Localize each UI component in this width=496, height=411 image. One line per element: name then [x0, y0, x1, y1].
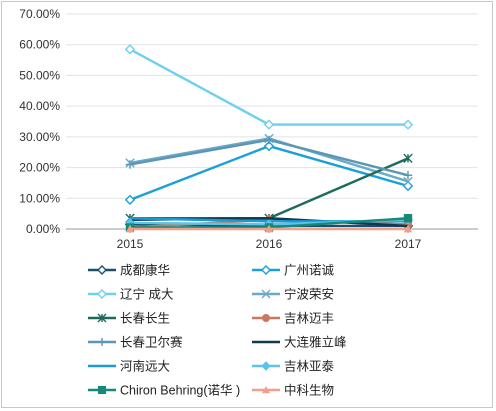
data-point — [262, 314, 270, 322]
series-6 — [125, 135, 413, 180]
legend-item: 宁波荣安 — [252, 287, 334, 302]
x-tick-label: 2015 — [117, 237, 144, 251]
data-point — [261, 289, 271, 299]
legend-item: 辽宁 成大 — [88, 287, 173, 302]
y-tick-label: 10.00% — [19, 191, 60, 205]
series-2 — [124, 44, 414, 130]
legend-item: 吉林亚泰 — [252, 360, 335, 374]
legend-label: 吉林迈丰 — [284, 312, 334, 326]
data-point — [402, 119, 414, 130]
data-point — [97, 265, 107, 275]
legend-item: 中科生物 — [252, 383, 334, 398]
data-point — [261, 265, 271, 275]
x-tick-label: 2017 — [395, 237, 422, 251]
data-point — [98, 386, 106, 394]
data-point — [261, 361, 271, 371]
legend-label: 河南远大 — [120, 359, 170, 374]
series-line — [129, 144, 409, 201]
data-point — [264, 135, 274, 145]
legend-item: 长春长生 — [88, 312, 170, 326]
series-11 — [125, 224, 413, 233]
data-point — [403, 171, 413, 180]
data-point — [403, 214, 413, 223]
data-point — [124, 194, 136, 206]
legend-item: 河南远大 — [88, 359, 170, 374]
legend-label: 辽宁 成大 — [120, 287, 173, 302]
series-line — [129, 48, 408, 126]
legend-item: 吉林迈丰 — [252, 312, 334, 326]
legend-item: 长春卫尔赛 — [88, 335, 183, 350]
data-point — [124, 44, 136, 55]
legend-item: Chiron Behring(诺华 ) — [88, 383, 240, 398]
legend-label: 长春长生 — [120, 312, 170, 326]
y-tick-label: 50.00% — [19, 68, 60, 82]
legend-label: 大连雅立峰 — [284, 335, 347, 350]
legend-item: 广州诺诚 — [252, 264, 335, 278]
data-point — [264, 224, 274, 233]
series-lines — [124, 44, 414, 233]
data-point — [97, 289, 107, 299]
y-tick-label: 60.00% — [19, 38, 60, 52]
data-point — [403, 153, 413, 164]
y-tick-label: 30.00% — [19, 130, 60, 144]
legend-label: 成都康华 — [120, 263, 170, 278]
x-axis-ticks: 2015 2016 2017 — [117, 229, 422, 251]
y-tick-label: 0.00% — [26, 222, 60, 236]
legend-label: 吉林亚泰 — [284, 360, 335, 374]
y-tick-label: 20.00% — [19, 161, 60, 175]
data-point — [263, 119, 275, 130]
legend-label: 中科生物 — [284, 383, 334, 398]
legend-label: 宁波荣安 — [284, 287, 334, 302]
data-point — [263, 140, 275, 152]
data-point — [125, 224, 135, 233]
series-1 — [124, 140, 414, 206]
data-point — [125, 160, 135, 169]
data-point — [97, 313, 107, 323]
legend-item: 大连雅立峰 — [252, 335, 347, 350]
data-point — [403, 176, 413, 187]
y-tick-label: 40.00% — [19, 99, 60, 113]
y-tick-label: 70.00% — [19, 7, 60, 21]
gridlines — [66, 13, 478, 230]
y-axis-ticks: 0.00% 10.00% 20.00% 30.00% 40.00% 50.00% 60.00… — [19, 7, 60, 236]
x-tick-label: 2016 — [256, 237, 283, 251]
data-point — [402, 180, 414, 192]
data-point — [262, 386, 270, 394]
data-point — [403, 224, 413, 233]
data-point — [98, 338, 106, 346]
legend-label: 广州诺诚 — [284, 264, 335, 278]
legend-label: Chiron Behring(诺华 ) — [120, 383, 240, 398]
legend-label: 长春卫尔赛 — [120, 335, 183, 350]
legend-item: 成都康华 — [88, 263, 170, 278]
